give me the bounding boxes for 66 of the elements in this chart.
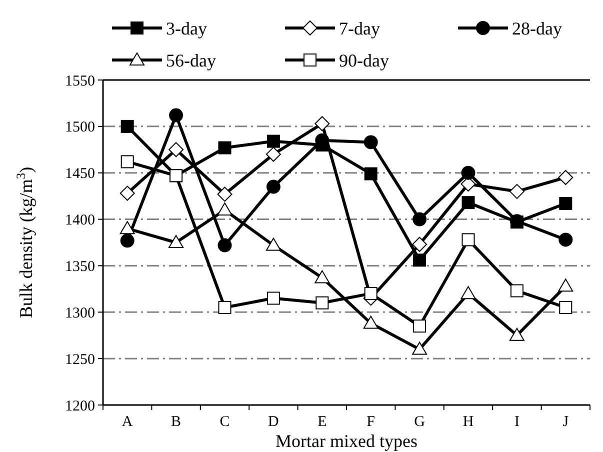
- point: [169, 108, 184, 122]
- x-tick-label: D: [268, 414, 280, 430]
- point: [266, 146, 281, 162]
- point: [461, 166, 476, 180]
- legend-label: 28-day: [512, 18, 562, 38]
- point: [509, 328, 524, 341]
- point: [218, 301, 232, 314]
- x-tick-label: E: [318, 414, 327, 430]
- y-tick-label: 1350: [65, 258, 95, 275]
- y-tick-label: 1250: [65, 352, 95, 368]
- point: [558, 278, 574, 292]
- point: [413, 320, 426, 333]
- point: [266, 180, 280, 194]
- x-tick-label: J: [562, 414, 569, 430]
- point: [266, 292, 280, 305]
- legend-label: 3-day: [166, 18, 207, 38]
- point: [120, 221, 135, 234]
- legend-label: 56-day: [166, 50, 216, 70]
- point: [558, 170, 574, 185]
- point: [510, 284, 524, 298]
- point: [462, 196, 475, 210]
- point: [168, 235, 184, 248]
- x-tick-label: I: [514, 414, 520, 430]
- point: [266, 238, 281, 251]
- point: [363, 316, 378, 329]
- legend-label: 90-day: [339, 50, 389, 70]
- point: [120, 155, 134, 168]
- point: [559, 301, 572, 314]
- point: [412, 236, 428, 252]
- x-tick-label: B: [171, 414, 182, 430]
- x-tick-label: C: [220, 414, 230, 430]
- x-tick-label: H: [462, 414, 474, 430]
- point: [168, 142, 184, 158]
- point: [509, 184, 524, 199]
- point: [120, 186, 135, 201]
- y-tick-label: 1200: [65, 398, 95, 414]
- point: [314, 116, 330, 132]
- point: [217, 186, 232, 202]
- point: [120, 120, 134, 133]
- point: [266, 134, 280, 148]
- point: [559, 197, 572, 210]
- point: [558, 232, 573, 247]
- x-tick-label: F: [366, 414, 376, 430]
- point: [314, 270, 330, 284]
- x-tick-label: A: [122, 414, 133, 430]
- point: [364, 287, 378, 300]
- point: [218, 238, 232, 252]
- legend-label: 7-day: [339, 18, 380, 38]
- x-tick-label: G: [414, 414, 426, 430]
- y-tick-label: 1550: [65, 73, 95, 90]
- point: [218, 141, 232, 154]
- y-tick-label: 1450: [65, 166, 95, 182]
- y-tick-label: 1500: [65, 120, 95, 136]
- point: [217, 202, 232, 216]
- point: [462, 233, 475, 246]
- point: [120, 234, 134, 248]
- y-tick-label: 1300: [65, 305, 95, 322]
- point: [316, 296, 329, 310]
- point: [364, 167, 378, 180]
- point: [412, 212, 427, 226]
- point: [364, 135, 378, 150]
- point: [460, 286, 476, 300]
- point: [412, 342, 428, 355]
- y-tick-label: 1400: [65, 212, 95, 229]
- point: [413, 254, 426, 267]
- x-axis-title: Mortar mixed types: [276, 431, 418, 451]
